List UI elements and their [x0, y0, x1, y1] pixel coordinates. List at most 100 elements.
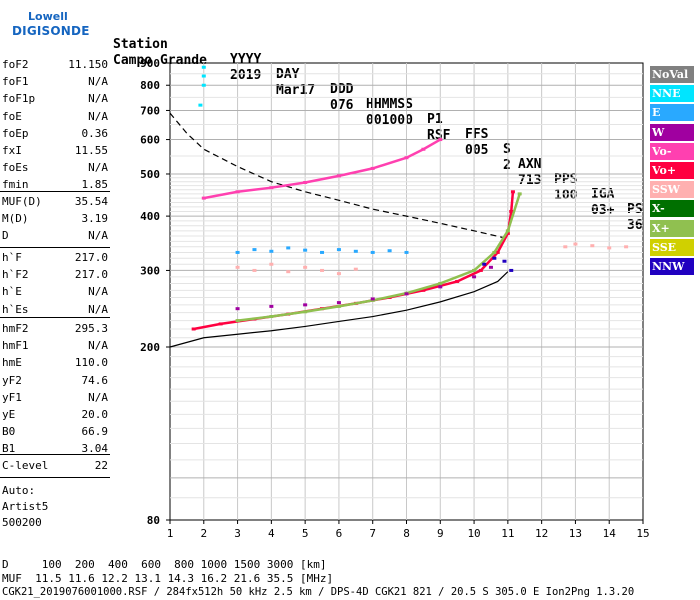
param-separator	[0, 454, 110, 455]
param-value: 22	[94, 459, 108, 472]
model-curve-solid	[169, 271, 509, 348]
param-row: h`E N/A	[2, 285, 108, 301]
param-value: N/A	[88, 302, 108, 316]
header-day-label: DAY	[276, 67, 300, 82]
header-station-label: Station	[113, 37, 168, 52]
header-p1-label: P1	[427, 112, 443, 127]
data-point-w	[488, 265, 493, 269]
param-value: 20.0	[81, 408, 109, 421]
data-point-e	[286, 246, 291, 250]
legend-item-w: W	[650, 123, 694, 141]
param-label: hmF2	[2, 322, 29, 335]
data-point-ssw	[607, 246, 612, 250]
param-row: C-level 22	[2, 459, 108, 475]
param-label: D	[2, 229, 9, 243]
data-point-e	[336, 248, 341, 252]
param-value: N/A	[88, 92, 108, 106]
data-point-nne	[201, 65, 206, 69]
autoscale-info: Artist5	[2, 500, 49, 513]
data-point-w	[303, 303, 308, 307]
trace-vo-	[193, 191, 515, 331]
footer-file-info: CGK21_2019076001000.RSF / 284fx512h 50 k…	[2, 586, 635, 598]
header-ddd-value: 076	[330, 98, 354, 113]
param-value: 0.36	[81, 126, 109, 140]
legend-item-x-: X-	[650, 200, 694, 218]
x-tick-label: 7	[369, 527, 376, 540]
legend-item-e: E	[650, 104, 694, 122]
data-point-w	[404, 292, 409, 296]
param-row: fxI 11.55	[2, 144, 108, 160]
param-label: h`F2	[2, 268, 29, 282]
data-point-e	[387, 249, 392, 253]
header-ffs-value: 005	[465, 143, 489, 158]
data-point-e	[404, 250, 409, 254]
legend-item-vo-: Vo+	[650, 162, 694, 179]
x-tick-label: 13	[569, 527, 582, 540]
data-point-e	[252, 248, 257, 252]
x-tick-label: 3	[234, 527, 241, 540]
param-row: yF2 74.6	[2, 374, 108, 390]
param-row: D N/A	[2, 229, 108, 245]
param-label: foE	[2, 109, 22, 123]
data-point-nnw	[482, 262, 487, 266]
param-row: yE 20.0	[2, 408, 108, 424]
param-label: B0	[2, 425, 16, 439]
param-value: 74.6	[81, 373, 109, 387]
x-tick-label: 10	[467, 527, 480, 540]
x-tick-label: 5	[302, 527, 309, 540]
header-axn-label: AXN	[518, 157, 542, 172]
param-row: fmin 1.85	[2, 178, 108, 194]
data-point-ssw	[252, 268, 257, 272]
param-label: h`E	[2, 285, 22, 299]
data-point-nnw	[509, 268, 514, 272]
data-point-nne	[201, 74, 206, 78]
header-hhmmss-label: HHMMSS	[366, 97, 413, 112]
trace-vo-	[203, 138, 441, 200]
param-separator	[0, 191, 110, 192]
param-row: foE N/A	[2, 110, 108, 126]
header-station-value: Campo Grande	[113, 53, 207, 68]
x-tick-label: 15	[636, 527, 649, 540]
legend-item-sse: SSE	[650, 238, 694, 256]
param-value: N/A	[88, 229, 108, 243]
x-tick-label: 8	[403, 527, 410, 540]
data-point-ssw	[286, 270, 291, 274]
param-label: foF2	[2, 58, 29, 71]
param-label: foF1	[2, 75, 29, 89]
param-value: N/A	[88, 339, 108, 353]
legend-item-nne: NNE	[650, 85, 694, 103]
param-row: foF2 11.150	[2, 58, 108, 74]
param-label: yE	[2, 408, 16, 421]
y-tick-label: 300	[140, 264, 160, 277]
legend-item-vo-: Vo-	[650, 142, 694, 160]
data-point-ssw	[235, 265, 240, 269]
param-value: 11.150	[68, 58, 108, 71]
param-row: foEs N/A	[2, 161, 108, 177]
data-point-w	[235, 307, 240, 311]
param-value: 295.3	[74, 322, 108, 335]
param-label: MUF(D)	[2, 195, 42, 208]
data-point-ssw	[573, 242, 578, 246]
data-point-w	[336, 301, 341, 305]
data-point-e	[269, 249, 274, 253]
legend-item-nnw: NNW	[650, 258, 694, 275]
data-point-nne	[201, 83, 206, 87]
autoscale-info: 500200	[2, 516, 42, 529]
header-pps-label: PPS	[554, 172, 578, 187]
param-row: hmE 110.0	[2, 356, 108, 372]
param-label: yF1	[2, 390, 22, 404]
header-s-value: 2	[503, 158, 511, 173]
legend-item-x-: X+	[650, 219, 694, 237]
footer-distance-row: D 100 200 400 600 800 1000 1500 3000 [km…	[2, 558, 327, 571]
param-value: 3.19	[81, 212, 109, 226]
y-tick-label: 900	[140, 57, 160, 70]
param-row: yF1 N/A	[2, 391, 108, 407]
param-value: N/A	[88, 390, 108, 404]
data-point-nne	[198, 103, 203, 107]
param-label: foEp	[2, 126, 29, 140]
param-label: hmF1	[2, 339, 29, 353]
y-tick-label: 600	[140, 134, 160, 147]
param-value: N/A	[88, 109, 108, 123]
y-tick-label: 700	[140, 104, 160, 117]
data-point-w	[370, 297, 375, 301]
